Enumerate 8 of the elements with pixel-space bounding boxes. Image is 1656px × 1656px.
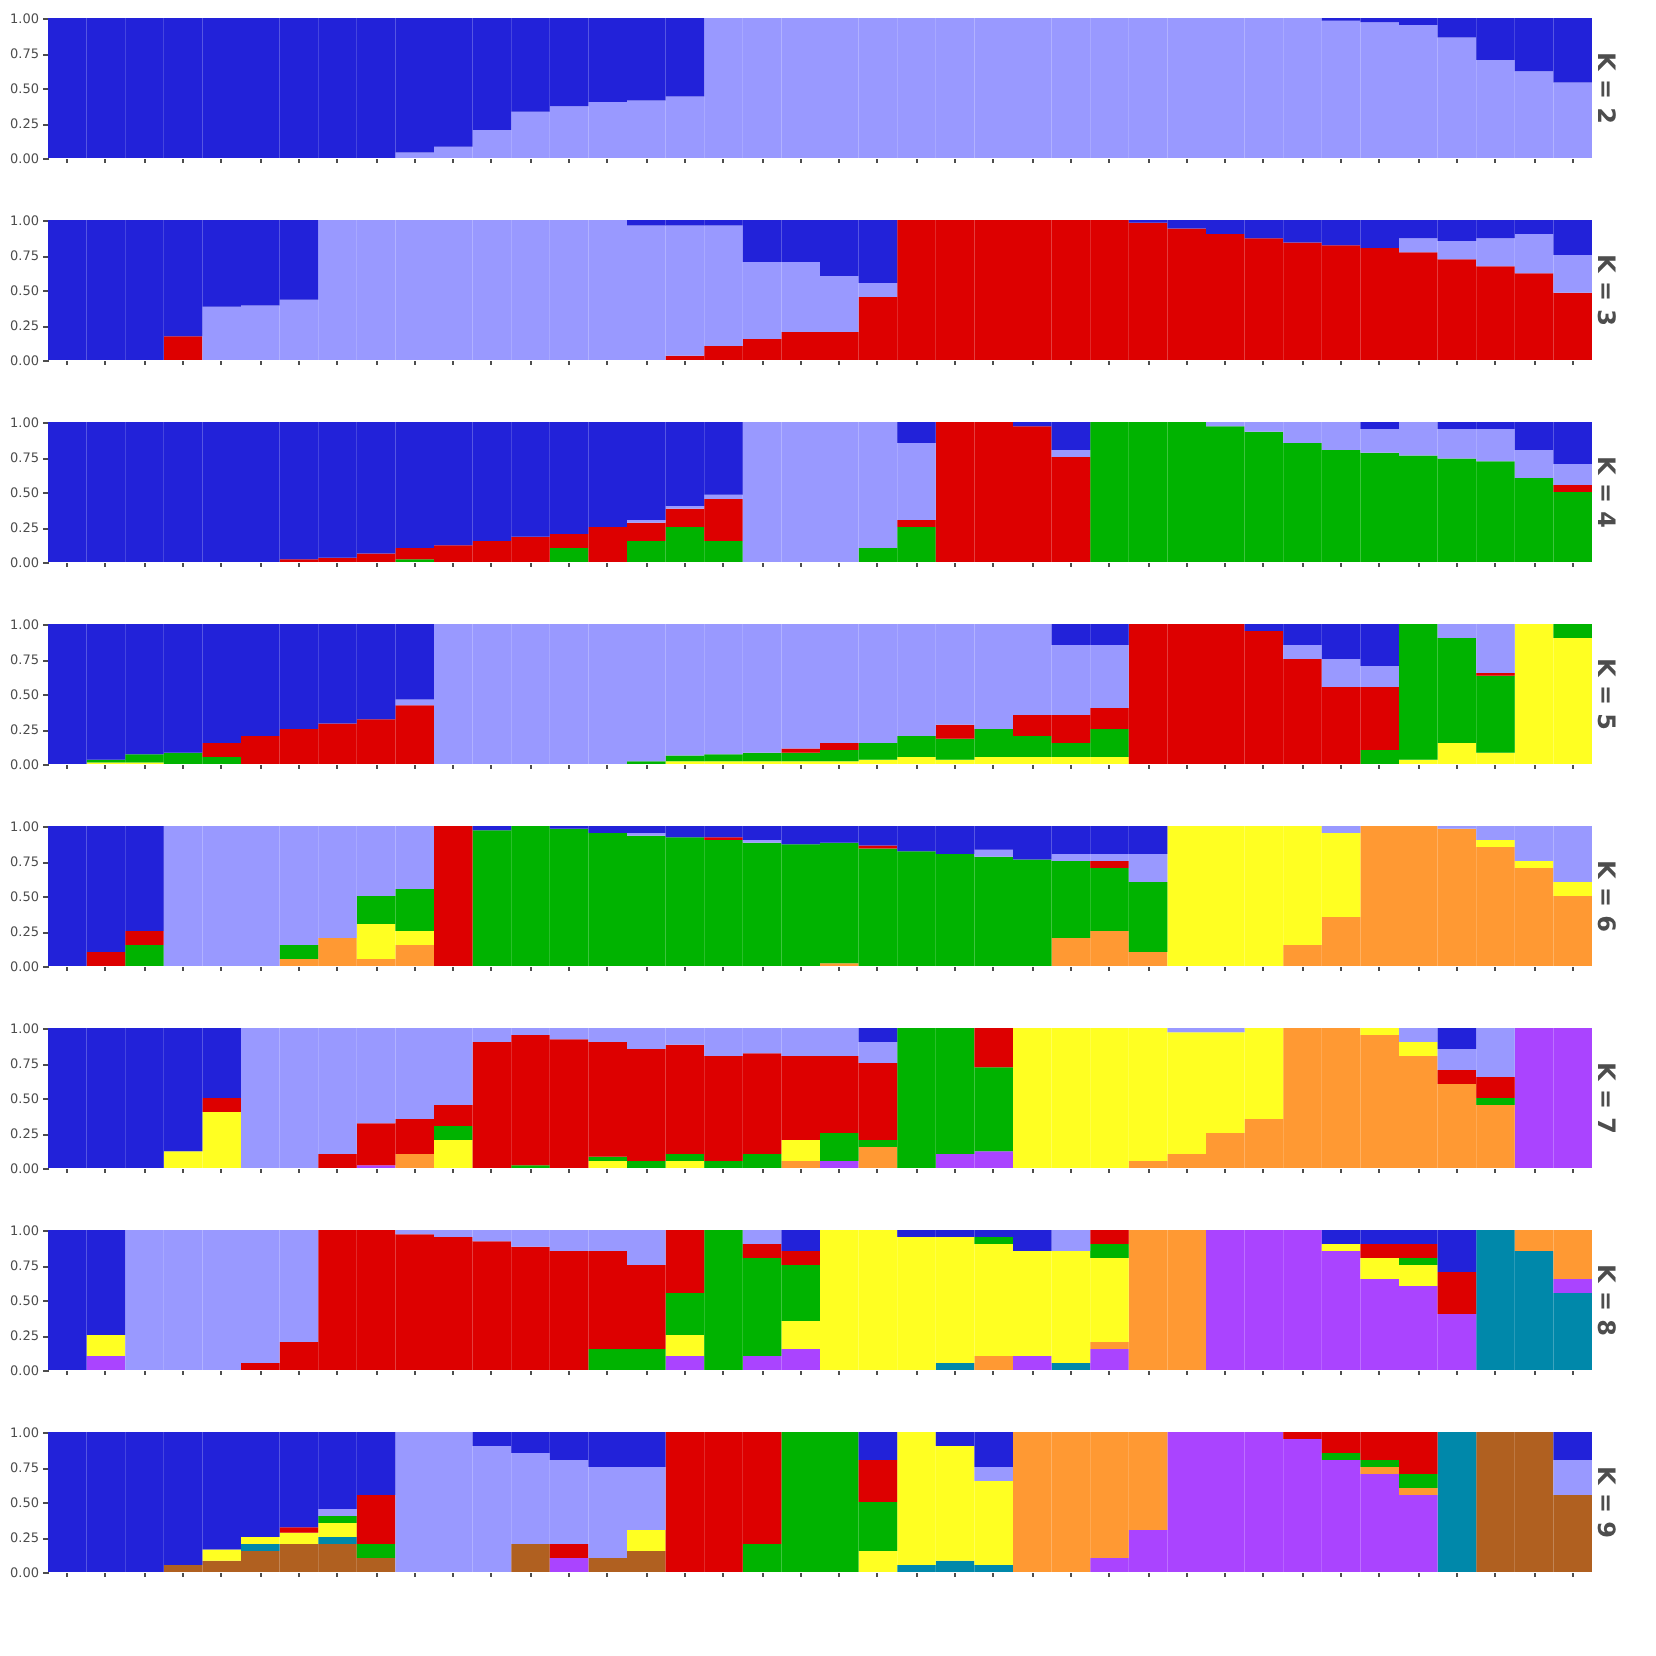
text: K = 4 xyxy=(1592,455,1620,529)
text: K = 9 xyxy=(1592,1465,1620,1539)
text: K = 5 xyxy=(1592,657,1620,731)
text: K = 8 xyxy=(1592,1263,1620,1337)
text: K = 6 xyxy=(1592,859,1620,933)
text: K = 2 xyxy=(1592,51,1620,125)
text: K = 3 xyxy=(1592,253,1620,327)
text: K = 7 xyxy=(1592,1061,1620,1135)
